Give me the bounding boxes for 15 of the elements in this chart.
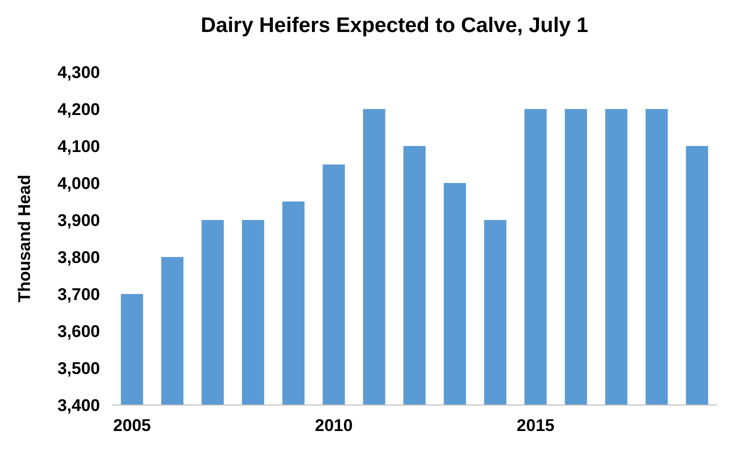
y-tick-label: 4,000 (57, 174, 100, 193)
x-tick-label: 2005 (113, 416, 151, 435)
y-tick-label: 3,600 (57, 322, 100, 341)
x-tick-label: 2010 (314, 416, 353, 435)
y-tick-label: 4,300 (57, 62, 100, 82)
y-axis-title: Thousand Head (15, 174, 34, 302)
y-tick-label: 3,800 (57, 248, 100, 267)
y-tick-label: 3,700 (57, 284, 100, 304)
x-tick-label: 2015 (516, 416, 554, 435)
y-tick-label: 3,400 (57, 396, 100, 415)
chart-title: Dairy Heifers Expected to Calve, July 1 (200, 14, 589, 37)
y-tick-label: 4,200 (57, 100, 100, 119)
y-tick-label: 3,500 (57, 358, 100, 378)
y-tick-label: 4,100 (57, 136, 100, 156)
y-tick-label: 3,900 (57, 210, 100, 230)
